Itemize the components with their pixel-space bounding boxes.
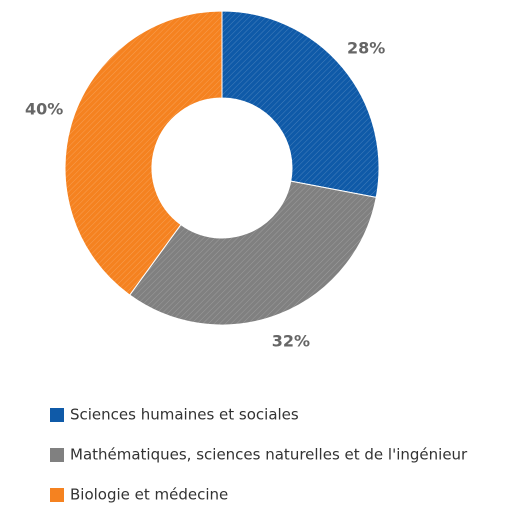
legend-swatch	[50, 448, 64, 462]
slice	[129, 180, 377, 326]
value-label: 28%	[347, 38, 385, 57]
legend-label: Sciences humaines et sociales	[70, 406, 299, 424]
legend-swatch	[50, 488, 64, 502]
value-label: 40%	[25, 100, 63, 119]
legend-swatch	[50, 408, 64, 422]
legend-label: Mathématiques, sciences naturelles et de…	[70, 446, 468, 464]
legend-label: Biologie et médecine	[70, 486, 228, 504]
value-label: 32%	[272, 331, 310, 350]
